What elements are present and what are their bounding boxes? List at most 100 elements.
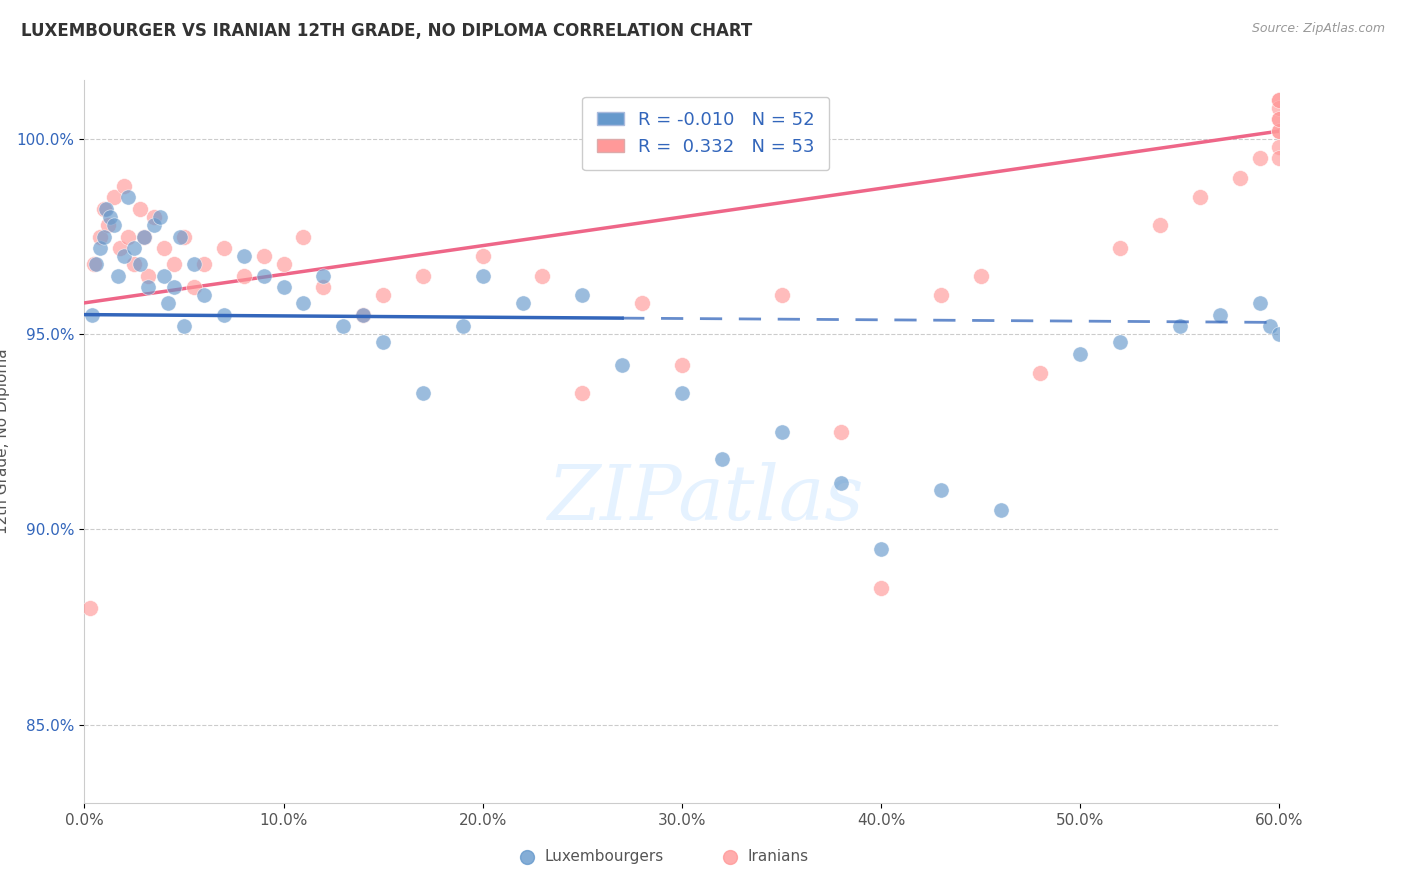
Point [132, 229, 156, 244]
Point [136, 268, 159, 283]
Text: Luxembourgers: Luxembourgers [544, 849, 664, 864]
Point [153, 268, 176, 283]
Point [153, 241, 176, 255]
Point [1268, 124, 1291, 138]
Point [571, 385, 593, 400]
Point [1069, 346, 1091, 360]
Point [93, 229, 115, 244]
Point [292, 296, 315, 310]
Point [129, 257, 152, 271]
Point [531, 268, 554, 283]
Point [163, 280, 186, 294]
Point [86, 257, 108, 271]
Point [990, 503, 1012, 517]
Point [312, 268, 335, 283]
Point [1249, 152, 1271, 166]
Point [89, 241, 111, 255]
Point [671, 359, 693, 373]
Point [132, 229, 156, 244]
Point [83, 257, 105, 271]
Point [1268, 139, 1291, 153]
Point [103, 218, 125, 232]
Point [129, 202, 152, 216]
Point [89, 229, 111, 244]
Point [412, 268, 434, 283]
Point [1268, 101, 1291, 115]
Point [830, 475, 852, 490]
Point [1258, 319, 1281, 334]
Point [110, 241, 132, 255]
Point [193, 257, 215, 271]
Point [122, 257, 145, 271]
Point [471, 249, 494, 263]
Point [103, 190, 125, 204]
Point [163, 257, 186, 271]
Point [122, 241, 145, 255]
Point [143, 210, 166, 224]
Point [352, 308, 374, 322]
Point [232, 268, 254, 283]
Point [471, 268, 494, 283]
Y-axis label: 12th Grade, No Diploma: 12th Grade, No Diploma [0, 349, 10, 534]
Point [79, 600, 101, 615]
Point [1268, 112, 1291, 127]
Point [412, 385, 434, 400]
Point [82, 308, 104, 322]
Text: Source: ZipAtlas.com: Source: ZipAtlas.com [1251, 22, 1385, 36]
Text: Iranians: Iranians [748, 849, 808, 864]
Point [512, 296, 534, 310]
Point [1268, 152, 1291, 166]
Legend: R = -0.010   N = 52, R =  0.332   N = 53: R = -0.010 N = 52, R = 0.332 N = 53 [582, 96, 830, 170]
Point [1268, 93, 1291, 107]
Point [1029, 366, 1052, 380]
Point [1268, 112, 1291, 127]
Point [112, 249, 135, 263]
Point [107, 268, 129, 283]
Point [1249, 296, 1271, 310]
Point [1168, 319, 1191, 334]
Point [870, 541, 893, 556]
Point [253, 268, 276, 283]
Point [1149, 218, 1171, 232]
Point [253, 249, 276, 263]
Point [273, 280, 295, 294]
Point [193, 288, 215, 302]
Point [97, 218, 120, 232]
Point [929, 288, 952, 302]
Point [173, 229, 195, 244]
Point [1188, 190, 1211, 204]
Point [373, 334, 395, 349]
Point [183, 280, 205, 294]
Point [112, 178, 135, 193]
Point [710, 452, 733, 467]
Point [830, 425, 852, 439]
Point [1268, 327, 1291, 342]
Text: ZIPatlas: ZIPatlas [547, 462, 865, 536]
Point [96, 202, 118, 216]
Point [169, 229, 191, 244]
Point [1109, 334, 1132, 349]
Point [173, 319, 195, 334]
Point [232, 249, 254, 263]
Point [98, 210, 121, 224]
Point [143, 218, 166, 232]
Point [770, 288, 793, 302]
Point [117, 229, 139, 244]
Point [1109, 241, 1132, 255]
Point [870, 581, 893, 595]
Point [671, 385, 693, 400]
Point [1229, 170, 1251, 185]
Point [612, 359, 634, 373]
Point [212, 308, 235, 322]
Point [929, 483, 952, 498]
Point [212, 241, 235, 255]
Point [273, 257, 295, 271]
Point [571, 288, 593, 302]
Point [93, 202, 115, 216]
Point [117, 190, 139, 204]
Point [1268, 124, 1291, 138]
Point [136, 280, 159, 294]
Point [352, 308, 374, 322]
Point [312, 280, 335, 294]
Point [149, 210, 172, 224]
